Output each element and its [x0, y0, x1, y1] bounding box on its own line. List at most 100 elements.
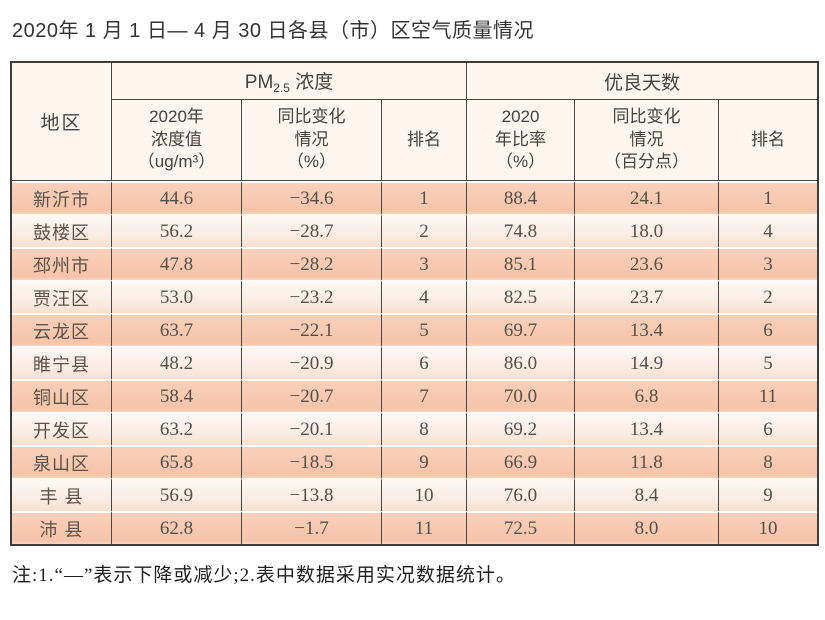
header-good-rank: 排名 — [719, 100, 818, 181]
pm-rank-cell: 11 — [382, 511, 468, 544]
pm-change-cell: −20.9 — [242, 346, 382, 379]
pm-value-cell: 53.0 — [112, 280, 242, 313]
air-quality-table: 地区 PM2.5 浓度 优良天数 2020年 浓度值 （ug/m³） 同比变化 … — [10, 61, 820, 546]
good-rank-cell: 5 — [719, 346, 818, 379]
pm-rank-cell: 5 — [382, 313, 468, 346]
good-change-cell: 11.8 — [575, 445, 720, 478]
header-pm25-group: PM2.5 浓度 — [112, 63, 468, 100]
header-pm-rank: 排名 — [382, 100, 468, 181]
good-ratio-cell: 85.1 — [467, 247, 576, 280]
table-row: 贾汪区 53.0 −23.2 4 82.5 23.7 2 — [12, 280, 818, 313]
pm-value-cell: 65.8 — [112, 445, 242, 478]
good-ratio-cell: 74.8 — [467, 214, 576, 247]
table-row: 邳州市 47.8 −28.2 3 85.1 23.6 3 — [12, 247, 818, 280]
table-body: 新沂市 44.6 −34.6 1 88.4 24.1 1 鼓楼区 56.2 −2… — [12, 181, 818, 544]
region-cell: 睢宁县 — [12, 346, 112, 379]
good-ratio-cell: 72.5 — [467, 511, 576, 544]
header-pm-value: 2020年 浓度值 （ug/m³） — [112, 100, 242, 181]
pm-rank-cell: 3 — [382, 247, 468, 280]
pm-value-cell: 63.2 — [112, 412, 242, 445]
good-rank-cell: 11 — [719, 379, 818, 412]
region-cell: 贾汪区 — [12, 280, 112, 313]
region-cell: 沛 县 — [12, 511, 112, 544]
pm-rank-cell: 1 — [382, 181, 468, 214]
page-title: 2020年 1 月 1 日— 4 月 30 日各县（市）区空气质量情况 — [12, 20, 535, 42]
good-change-cell: 8.0 — [575, 511, 720, 544]
table-row: 开发区 63.2 −20.1 8 69.2 13.4 6 — [12, 412, 818, 445]
pm-value-cell: 44.6 — [112, 181, 242, 214]
table-header: 地区 PM2.5 浓度 优良天数 2020年 浓度值 （ug/m³） 同比变化 … — [12, 63, 818, 181]
pm-value-cell: 48.2 — [112, 346, 242, 379]
good-ratio-cell: 88.4 — [467, 181, 576, 214]
header-pm-change: 同比变化 情况 （%） — [242, 100, 382, 181]
good-change-cell: 18.0 — [575, 214, 720, 247]
table-row: 丰 县 56.9 −13.8 10 76.0 8.4 9 — [12, 478, 818, 511]
pm-rank-cell: 9 — [382, 445, 468, 478]
pm-change-cell: −18.5 — [242, 445, 382, 478]
good-change-cell: 6.8 — [575, 379, 720, 412]
region-cell: 邳州市 — [12, 247, 112, 280]
pm-rank-cell: 7 — [382, 379, 468, 412]
table-row: 铜山区 58.4 −20.7 7 70.0 6.8 11 — [12, 379, 818, 412]
pm-change-cell: −13.8 — [242, 478, 382, 511]
good-change-cell: 24.1 — [575, 181, 720, 214]
header-region: 地区 — [12, 63, 112, 181]
good-ratio-cell: 86.0 — [467, 346, 576, 379]
region-cell: 开发区 — [12, 412, 112, 445]
pm-value-cell: 56.9 — [112, 478, 242, 511]
pm-value-cell: 47.8 — [112, 247, 242, 280]
good-ratio-cell: 66.9 — [467, 445, 576, 478]
good-rank-cell: 6 — [719, 412, 818, 445]
table-row: 泉山区 65.8 −18.5 9 66.9 11.8 8 — [12, 445, 818, 478]
pm-change-cell: −28.2 — [242, 247, 382, 280]
pm-change-cell: −1.7 — [242, 511, 382, 544]
region-cell: 鼓楼区 — [12, 214, 112, 247]
good-change-cell: 13.4 — [575, 412, 720, 445]
good-rank-cell: 1 — [719, 181, 818, 214]
pm-change-cell: −20.7 — [242, 379, 382, 412]
good-ratio-cell: 69.2 — [467, 412, 576, 445]
region-cell: 云龙区 — [12, 313, 112, 346]
good-rank-cell: 4 — [719, 214, 818, 247]
good-rank-cell: 3 — [719, 247, 818, 280]
good-ratio-cell: 82.5 — [467, 280, 576, 313]
region-cell: 泉山区 — [12, 445, 112, 478]
pm-value-cell: 56.2 — [112, 214, 242, 247]
pm-change-cell: −22.1 — [242, 313, 382, 346]
pm-change-cell: −23.2 — [242, 280, 382, 313]
pm-rank-cell: 10 — [382, 478, 468, 511]
footnote: 注:1.“—”表示下降或减少;2.表中数据采用实况数据统计。 — [12, 565, 516, 586]
table-row: 沛 县 62.8 −1.7 11 72.5 8.0 10 — [12, 511, 818, 544]
table-row: 睢宁县 48.2 −20.9 6 86.0 14.9 5 — [12, 346, 818, 379]
good-change-cell: 23.7 — [575, 280, 720, 313]
pm-rank-cell: 4 — [382, 280, 468, 313]
good-change-cell: 8.4 — [575, 478, 720, 511]
good-ratio-cell: 76.0 — [467, 478, 576, 511]
good-ratio-cell: 70.0 — [467, 379, 576, 412]
region-cell: 新沂市 — [12, 181, 112, 214]
pm-value-cell: 63.7 — [112, 313, 242, 346]
pm-change-cell: −20.1 — [242, 412, 382, 445]
header-good-change: 同比变化 情况 （百分点） — [575, 100, 720, 181]
region-cell: 丰 县 — [12, 478, 112, 511]
good-rank-cell: 8 — [719, 445, 818, 478]
pm-change-cell: −34.6 — [242, 181, 382, 214]
pm25-label: PM2.5 浓度 — [244, 72, 334, 95]
pm-value-cell: 62.8 — [112, 511, 242, 544]
table-row: 新沂市 44.6 −34.6 1 88.4 24.1 1 — [12, 181, 818, 214]
good-change-cell: 13.4 — [575, 313, 720, 346]
good-change-cell: 14.9 — [575, 346, 720, 379]
pm-rank-cell: 2 — [382, 214, 468, 247]
region-cell: 铜山区 — [12, 379, 112, 412]
good-rank-cell: 10 — [719, 511, 818, 544]
pm-rank-cell: 8 — [382, 412, 468, 445]
pm-rank-cell: 6 — [382, 346, 468, 379]
table-row: 云龙区 63.7 −22.1 5 69.7 13.4 6 — [12, 313, 818, 346]
good-change-cell: 23.6 — [575, 247, 720, 280]
header-good-days-group: 优良天数 — [467, 63, 818, 100]
good-ratio-cell: 69.7 — [467, 313, 576, 346]
good-rank-cell: 6 — [719, 313, 818, 346]
good-rank-cell: 2 — [719, 280, 818, 313]
header-good-ratio: 2020 年比率 （%） — [467, 100, 576, 181]
